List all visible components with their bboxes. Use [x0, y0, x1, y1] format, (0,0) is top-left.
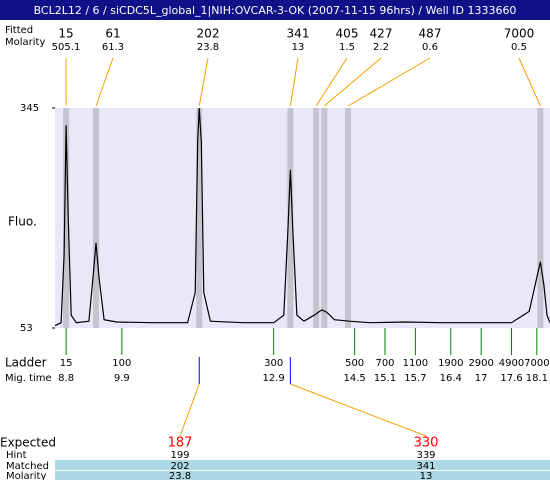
molarity-value: 23.8	[169, 471, 191, 480]
header-bar	[0, 0, 550, 20]
peak-molarity: 505.1	[52, 42, 81, 53]
ladder-mig-time: 8.8	[58, 373, 74, 384]
row-label: Ladder	[5, 356, 47, 370]
peak-connector	[315, 57, 348, 107]
ladder-mig-time: 16.4	[440, 373, 462, 384]
molarity-row	[55, 471, 550, 480]
peak-size: 61	[105, 27, 120, 41]
peak-size: 15	[58, 27, 73, 41]
peak-connector	[198, 57, 209, 107]
header-title: BCL2L12 / 6 / siCDC5L_global_1|NIH:OVCAR…	[34, 4, 517, 17]
peak-connector	[347, 57, 431, 107]
ladder-size: 1900	[438, 358, 463, 369]
peak-band	[92, 108, 99, 328]
trace	[55, 107, 550, 327]
matched-value: 341	[416, 461, 435, 472]
peak-size: 202	[197, 27, 220, 41]
row-label: Fitted	[5, 25, 33, 36]
peak-molarity: 2.2	[373, 42, 389, 53]
match-connector	[290, 383, 427, 437]
peak-molarity: 1.5	[339, 42, 355, 53]
ladder-mig-time: 17.6	[500, 373, 522, 384]
y-axis-label: Fluo.	[8, 215, 37, 229]
ladder-mig-time: 15.1	[374, 373, 396, 384]
row-label: Expected	[0, 436, 56, 450]
peak-molarity: 13	[292, 42, 305, 53]
y-tick-label: 345	[20, 103, 39, 114]
peak-molarity: 23.8	[197, 42, 219, 53]
peak-band	[196, 108, 203, 328]
ladder-size: 300	[264, 358, 283, 369]
ladder-mig-time: 12.9	[263, 373, 285, 384]
ladder-size: 4900	[499, 358, 524, 369]
hint-value: 199	[170, 450, 189, 461]
peak-band	[321, 108, 328, 328]
ladder-size: 2900	[468, 358, 493, 369]
hint-value: 339	[416, 450, 435, 461]
peak-band	[63, 108, 70, 328]
peak-band	[313, 108, 320, 328]
row-label: Molarity	[5, 37, 45, 48]
ladder-mig-time: 9.9	[114, 373, 130, 384]
plot-area	[55, 108, 550, 328]
molarity-value: 13	[420, 471, 433, 480]
ladder-size: 7000	[524, 358, 549, 369]
row-label: Matched	[6, 461, 49, 472]
ladder-size: 100	[112, 358, 131, 369]
peak-molarity: 61.3	[102, 42, 124, 53]
peak-size: 487	[419, 27, 442, 41]
ladder-mig-time: 14.5	[343, 373, 365, 384]
ladder-size: 700	[375, 358, 394, 369]
peak-band	[287, 108, 294, 328]
ladder-mig-time: 17	[475, 373, 488, 384]
ladder-size: 500	[345, 358, 364, 369]
peak-molarity: 0.5	[511, 42, 527, 53]
matched-row	[55, 460, 550, 470]
row-label: Molarity	[6, 471, 46, 480]
peak-connector	[323, 57, 382, 107]
peak-size: 427	[370, 27, 393, 41]
peak-size: 405	[336, 27, 359, 41]
ladder-size: 1100	[403, 358, 428, 369]
expected-value: 330	[414, 436, 439, 451]
matched-value: 202	[170, 461, 189, 472]
peak-band	[537, 108, 544, 328]
peak-band	[345, 108, 352, 328]
peak-molarity: 0.6	[422, 42, 438, 53]
peak-connector	[518, 57, 541, 107]
row-label: Mig. time	[5, 373, 52, 384]
ladder-size: 15	[60, 358, 73, 369]
ladder-mig-time: 18.1	[526, 373, 548, 384]
expected-value: 187	[168, 436, 193, 451]
y-tick-label: 53	[20, 323, 33, 334]
row-label: Hint	[6, 450, 27, 461]
peak-connector	[289, 57, 299, 107]
peak-size: 341	[287, 27, 310, 41]
peak-connector	[95, 57, 114, 107]
peak-size: 7000	[504, 27, 535, 41]
ladder-mig-time: 15.7	[404, 373, 426, 384]
match-connector	[179, 383, 200, 437]
